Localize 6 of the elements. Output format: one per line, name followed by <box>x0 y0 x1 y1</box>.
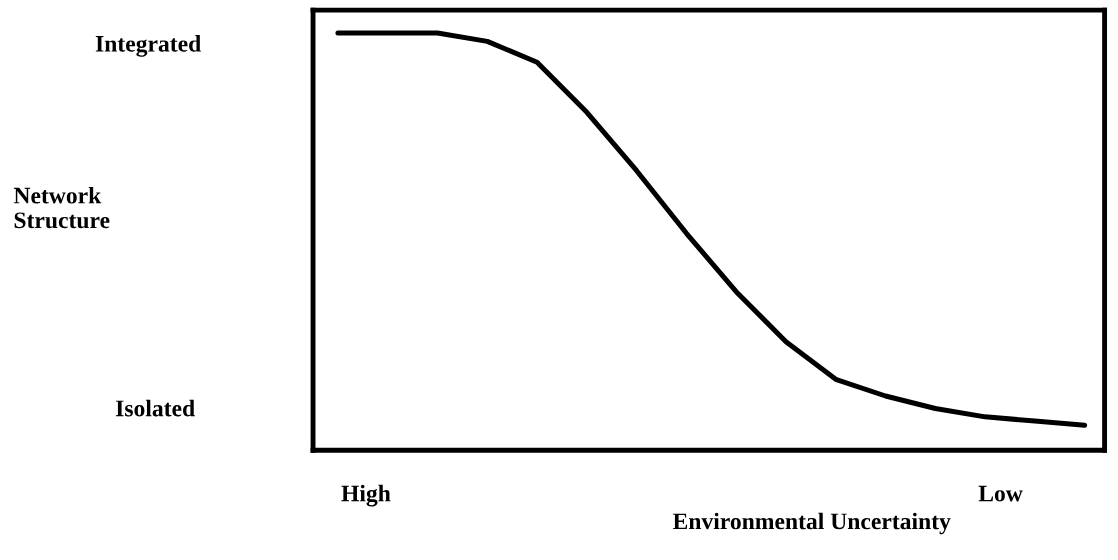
text: High <box>341 484 391 507</box>
text: Isolated <box>115 399 195 417</box>
text: Low <box>978 485 1023 502</box>
x-axis-title: Environmental Uncertainty <box>672 512 951 535</box>
text: Integrated <box>95 35 201 57</box>
text: Network Structure <box>13 186 110 229</box>
